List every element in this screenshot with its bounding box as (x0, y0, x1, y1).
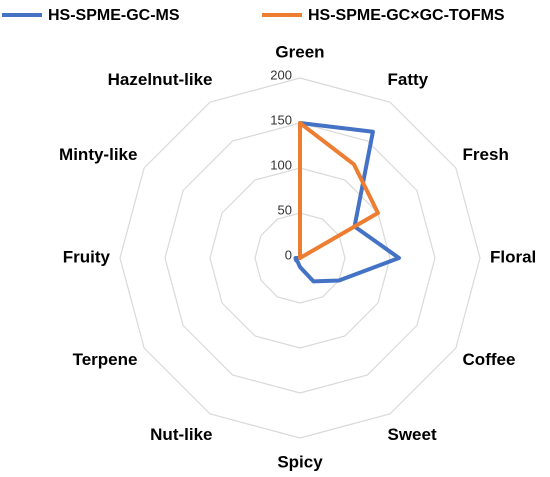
tick-label: 150 (270, 112, 292, 127)
category-label: Terpene (73, 350, 138, 369)
legend-label: HS-SPME-GC-MS (48, 7, 180, 24)
tick-label: 50 (278, 202, 292, 217)
category-label: Fresh (463, 145, 509, 164)
category-label: Nut-like (150, 425, 212, 444)
category-label: Green (275, 42, 324, 61)
grid-ring (164, 122, 436, 394)
category-label: Fatty (388, 70, 429, 89)
category-label: Spicy (277, 452, 323, 471)
tick-label: 100 (270, 157, 292, 172)
legend-label: HS-SPME-GC×GC-TOFMS (308, 7, 505, 24)
tick-label: 200 (270, 67, 292, 82)
category-label: Minty-like (59, 145, 137, 164)
category-label: Fruity (63, 247, 111, 266)
grid-ring (119, 77, 481, 439)
category-label: Floral (490, 247, 536, 266)
series-line (298, 121, 380, 260)
category-label: Sweet (388, 425, 437, 444)
tick-label: 0 (285, 247, 292, 262)
series-line (293, 121, 401, 284)
category-label: Hazelnut-like (108, 70, 213, 89)
category-label: Coffee (463, 350, 516, 369)
